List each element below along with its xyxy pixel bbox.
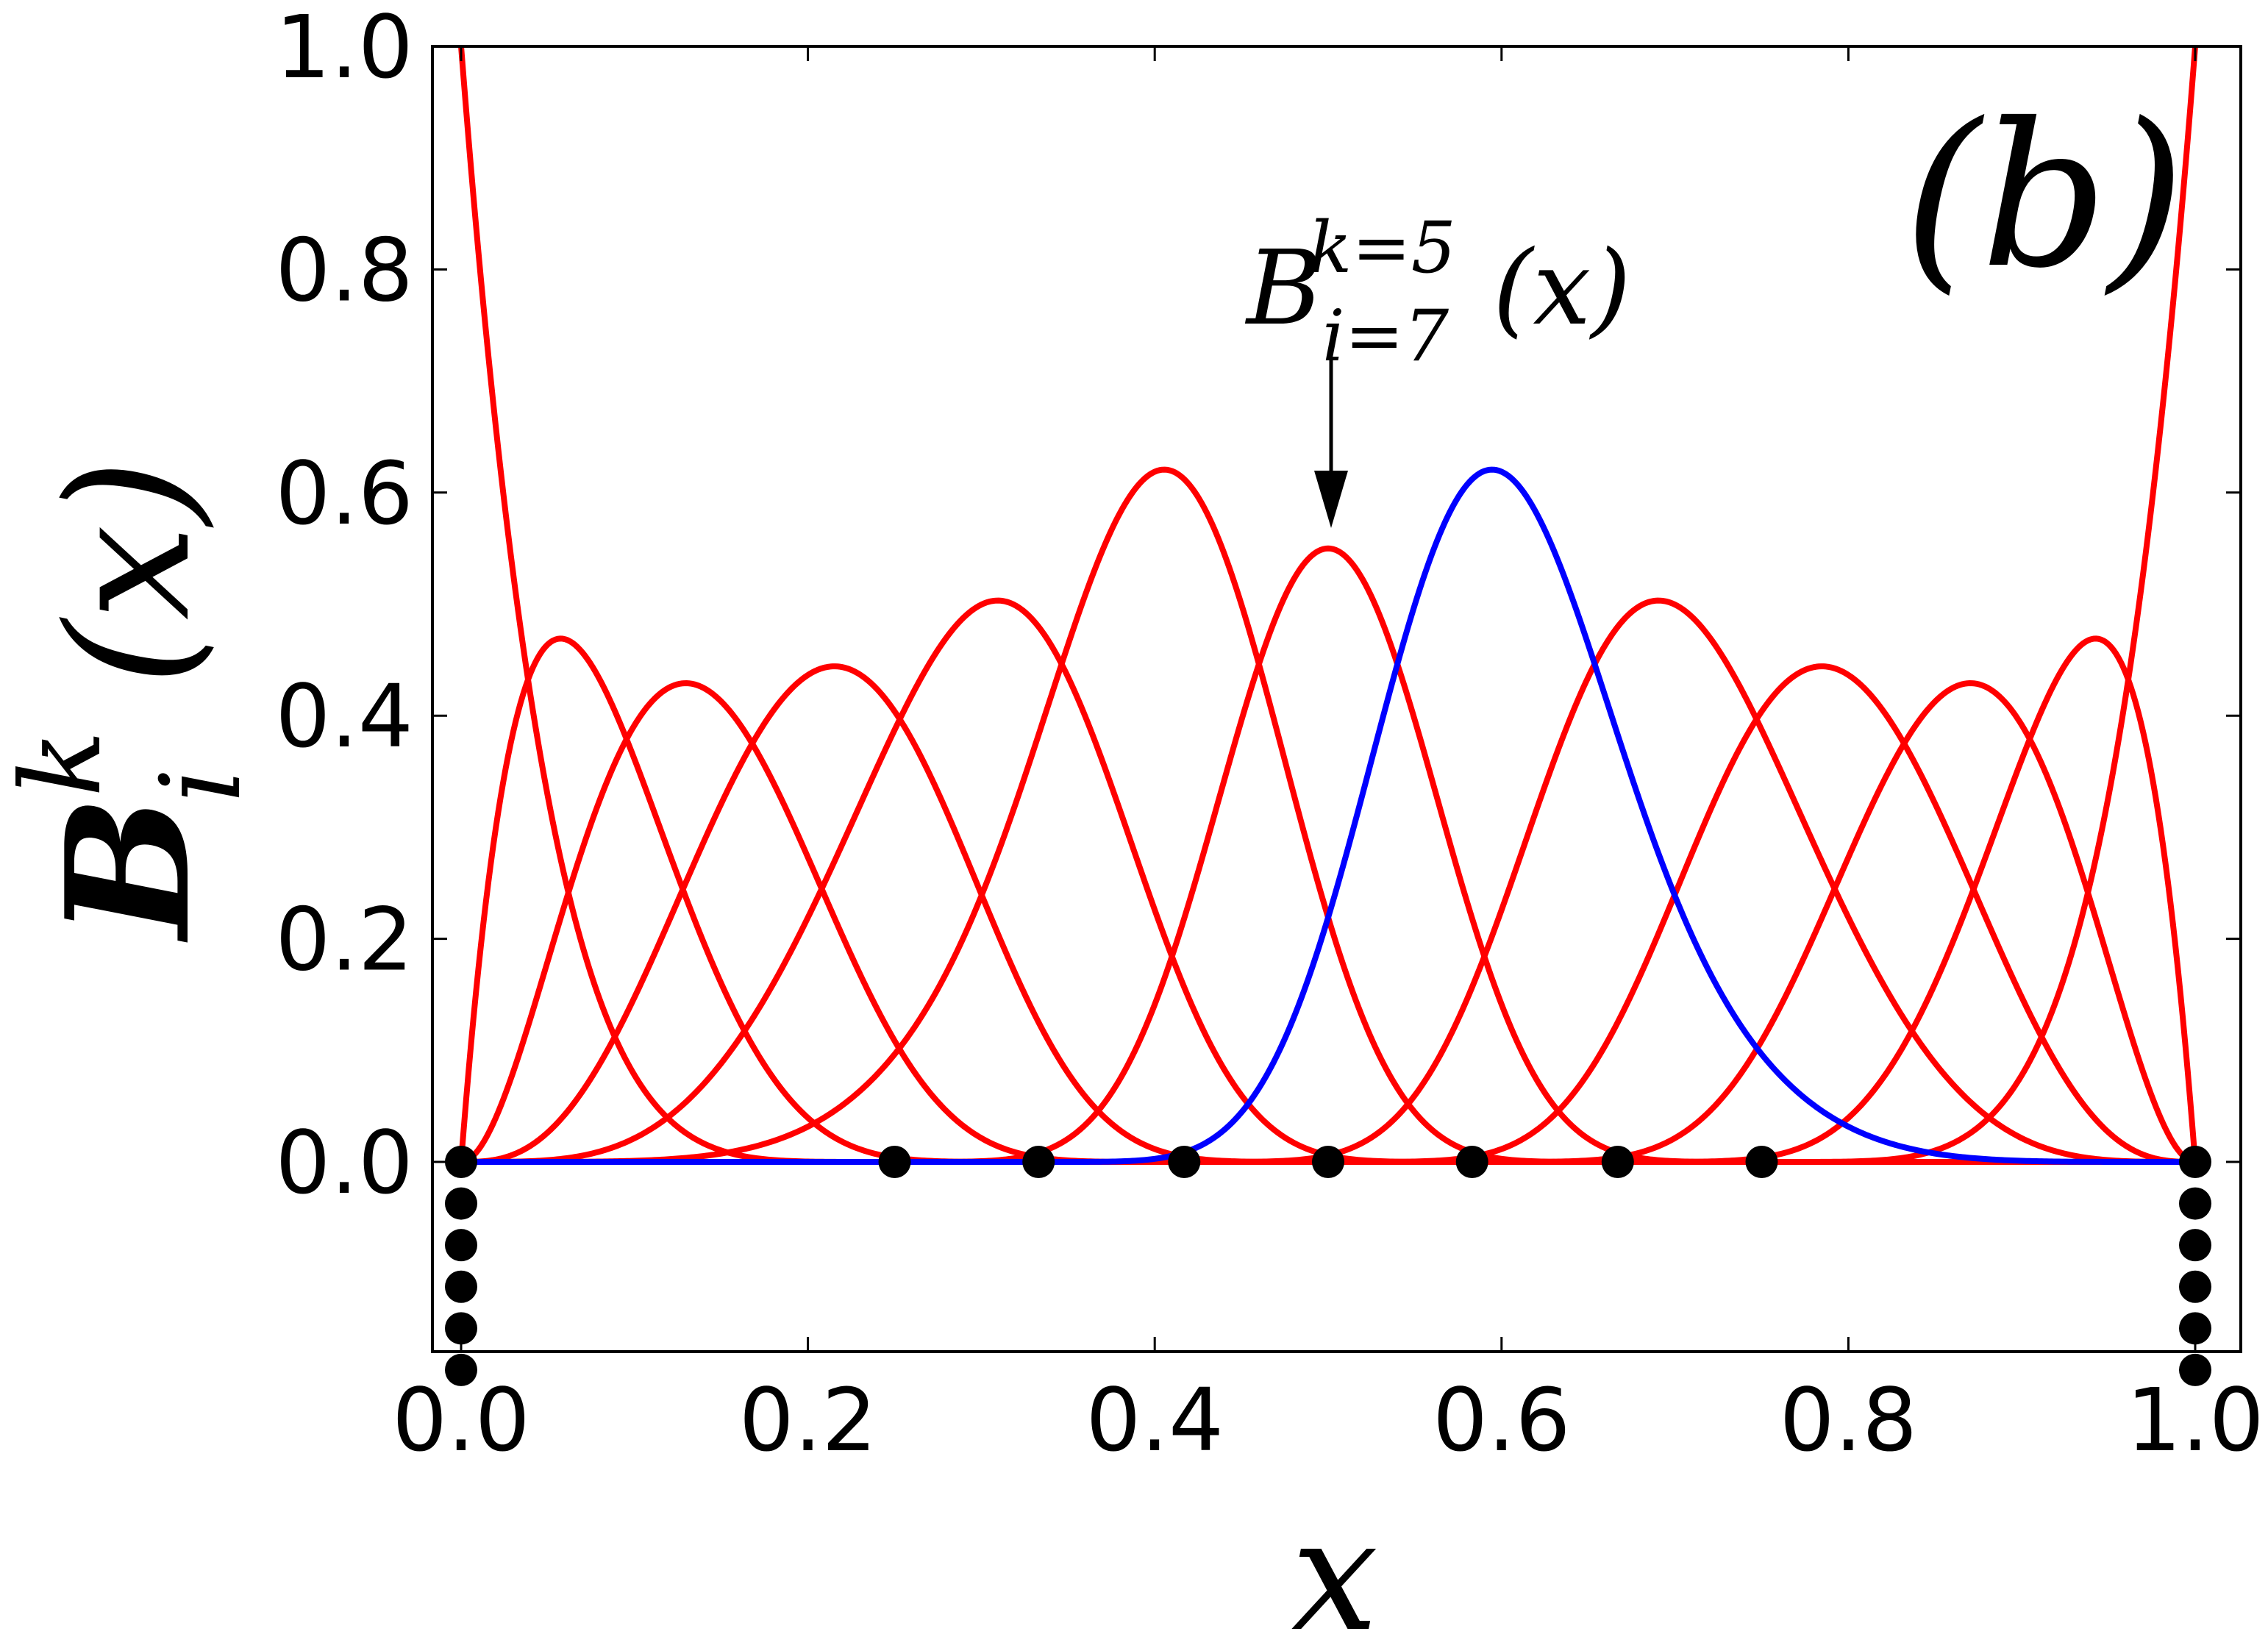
- axis-ticks: [432, 45, 2241, 1352]
- basis-curve-1: [458, 635, 2196, 1165]
- annotation-base: B: [1244, 229, 1322, 349]
- x-tick-label: 0.4: [1085, 1369, 1224, 1471]
- basis-curve-4: [460, 597, 2196, 1165]
- knot-marker: [445, 1312, 477, 1345]
- x-tick-labels: 0.0 0.2 0.4 0.6 0.8 1.0: [392, 1369, 2264, 1471]
- x-tick-label: 0.2: [739, 1369, 877, 1471]
- knot-marker: [2179, 1353, 2211, 1386]
- knot-marker: [445, 1270, 477, 1303]
- x-tick-label: 0.0: [392, 1369, 530, 1471]
- annotation-sup: k=5: [1309, 207, 1456, 289]
- basis-curve-6: [460, 545, 2196, 1165]
- knot-marker: [1455, 1146, 1488, 1178]
- annotation-arrow-head: [1314, 471, 1348, 528]
- basis-curve-8: [460, 597, 2196, 1165]
- panel-label: (b): [1903, 80, 2186, 312]
- y-tick-labels: 0.0 0.2 0.4 0.6 0.8 1.0: [275, 0, 413, 1213]
- annotation: Bi=7k=5 (x): [1244, 207, 1631, 528]
- y-tick-label: 0.8: [275, 219, 413, 321]
- y-axis-label: Bik (x): [0, 459, 265, 943]
- y-label-arg: (x): [32, 459, 228, 686]
- knot-marker: [1601, 1146, 1634, 1178]
- knot-marker: [2179, 1187, 2211, 1220]
- x-tick-label: 1.0: [2126, 1369, 2264, 1471]
- highlighted-basis-curve: [460, 466, 2196, 1165]
- knot-marker: [445, 1353, 477, 1386]
- x-tick-label: 0.6: [1433, 1369, 1571, 1471]
- knot-marker: [878, 1146, 911, 1178]
- knot-marker: [2179, 1229, 2211, 1262]
- knot-marker: [1168, 1146, 1201, 1178]
- knot-marker: [445, 1187, 477, 1220]
- y-label-sub: i: [138, 768, 265, 803]
- basis-curve-5: [460, 466, 2196, 1165]
- x-axis-label: x: [1291, 1485, 1378, 1648]
- basis-curve-11: [460, 635, 2198, 1165]
- knot-marker: [445, 1229, 477, 1262]
- x-tick-label: 0.8: [1780, 1369, 1918, 1471]
- knot-markers: [445, 1146, 2211, 1386]
- svg-text:Bi=7k=5(x): Bi=7k=5 (x): [1244, 207, 1631, 377]
- y-tick-label: 0.0: [275, 1112, 413, 1213]
- y-tick-label: 0.2: [275, 889, 413, 991]
- annotation-arg: (x): [1493, 229, 1631, 349]
- knot-marker: [445, 1146, 477, 1178]
- knot-marker: [1312, 1146, 1344, 1178]
- knot-marker: [2179, 1270, 2211, 1303]
- knot-marker: [2179, 1312, 2211, 1345]
- y-label-base: B: [29, 796, 228, 943]
- y-tick-label: 0.4: [275, 666, 413, 767]
- knot-marker: [1022, 1146, 1055, 1178]
- knot-marker: [1745, 1146, 1778, 1178]
- y-tick-label: 0.6: [275, 443, 413, 544]
- plot-frame: [431, 45, 2242, 1353]
- knot-marker: [2179, 1146, 2211, 1178]
- annotation-sub: i=7: [1322, 295, 1449, 377]
- y-label-sup: k: [0, 730, 126, 797]
- y-tick-label: 1.0: [275, 0, 413, 98]
- svg-text:Bik(x): Bik (x): [0, 459, 265, 943]
